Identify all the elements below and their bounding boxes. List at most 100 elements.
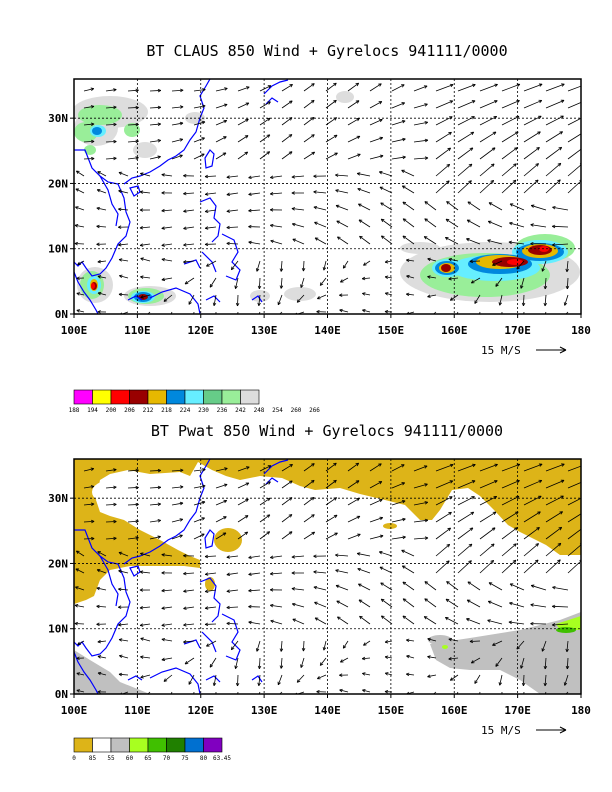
wind-arrow	[501, 131, 519, 143]
wind-arrow	[509, 221, 525, 228]
wind-arrow	[270, 603, 283, 608]
wind-arrow	[501, 99, 520, 109]
wind-arrow	[281, 151, 293, 160]
wind-arrow	[347, 497, 360, 506]
wind-arrow	[204, 589, 217, 593]
wind-arrow	[379, 170, 393, 177]
wind-arrow	[279, 657, 284, 669]
wind-arrow	[362, 689, 371, 693]
wind-arrow	[139, 605, 151, 610]
wind-arrow	[83, 485, 95, 489]
wind-arrow	[140, 637, 151, 642]
wind-arrow	[183, 606, 195, 610]
wind-arrow	[139, 190, 151, 194]
wind-arrow	[501, 147, 518, 160]
wind-arrow	[347, 82, 360, 92]
wind-arrow	[449, 674, 459, 681]
wind-arrow	[118, 551, 129, 557]
wind-arrow	[313, 570, 327, 574]
wind-arrow	[193, 533, 205, 540]
wind-arrow	[291, 555, 305, 559]
x-tick-label: 140E	[314, 324, 341, 337]
wind-arrow	[76, 276, 85, 280]
wind-arrow	[335, 569, 349, 574]
wind-arrow	[204, 572, 217, 576]
wind-arrow	[565, 277, 570, 290]
wind-arrow	[161, 208, 173, 213]
wind-arrow	[413, 536, 429, 540]
wind-arrow	[402, 201, 415, 211]
wind-arrow	[380, 202, 393, 211]
wind-arrow	[339, 308, 349, 313]
wind-arrow	[235, 294, 240, 307]
wind-arrow	[319, 657, 327, 666]
wind-arrow	[567, 527, 581, 540]
wind-arrow	[469, 639, 481, 644]
wind-arrow	[259, 151, 271, 160]
wind-arrow	[161, 606, 173, 610]
wind-arrow	[277, 674, 283, 686]
wind-arrow	[118, 587, 129, 592]
wind-arrow	[204, 554, 217, 559]
wind-arrow	[545, 179, 561, 194]
wind-arrow	[342, 260, 349, 269]
wind-arrow	[457, 131, 475, 143]
x-tick-label: 100E	[61, 324, 88, 337]
wind-arrow	[105, 485, 117, 490]
wind-arrow	[74, 224, 85, 228]
wind-arrow	[96, 206, 107, 211]
wind-arrow	[237, 531, 249, 540]
colorbar-label: 200	[106, 407, 117, 414]
wind-arrow	[322, 260, 327, 271]
wind-arrow	[479, 560, 495, 574]
colorbar-swatch	[147, 737, 167, 753]
wind-arrow	[204, 209, 217, 213]
colorbar-swatch	[92, 389, 112, 405]
wind-arrow	[193, 500, 206, 506]
wind-arrow	[161, 623, 173, 627]
wind-arrow	[74, 604, 85, 608]
wind-arrow	[402, 615, 415, 625]
wind-arrow	[369, 516, 384, 523]
wind-arrow	[226, 605, 239, 610]
wind-arrow	[147, 311, 151, 314]
wind-arrow	[118, 292, 129, 297]
wind-arrow	[163, 674, 173, 682]
wind-arrow	[435, 480, 454, 489]
wind-arrow	[270, 555, 283, 560]
wind-arrow	[391, 155, 406, 160]
wind-arrow	[391, 102, 406, 109]
wind-arrow	[248, 620, 261, 625]
wind-arrow	[105, 502, 117, 507]
colorbar-swatch	[110, 389, 130, 405]
wind-arrow	[457, 180, 472, 194]
colorbar-swatch	[129, 737, 149, 753]
wind-arrow	[237, 86, 250, 92]
wind-arrow	[363, 260, 371, 266]
colorbar-label: 260	[291, 407, 302, 414]
wind-arrow	[384, 292, 393, 296]
wind-arrow	[402, 598, 415, 608]
wind-arrow	[487, 239, 503, 245]
wind-arrow	[140, 172, 151, 177]
x-tick-label: 160E	[441, 324, 468, 337]
wind-arrow	[424, 598, 437, 608]
wind-arrow	[567, 147, 581, 160]
wind-arrow	[118, 569, 129, 574]
wind-arrow	[96, 224, 107, 229]
wind-arrow	[567, 465, 581, 472]
wind-arrow	[406, 638, 415, 643]
wind-arrow	[118, 171, 129, 177]
colorbar-label: 212	[143, 407, 154, 414]
colorbar-label: 70	[163, 755, 171, 762]
wind-arrow	[140, 275, 151, 279]
wind-arrow	[340, 277, 349, 283]
wind-arrow	[226, 589, 239, 593]
wind-arrow	[161, 257, 173, 262]
coastlines	[74, 79, 289, 314]
wind-arrow	[401, 169, 415, 177]
wind-arrow	[470, 657, 481, 664]
wind-arrow	[379, 566, 393, 574]
wind-arrow	[292, 238, 305, 245]
